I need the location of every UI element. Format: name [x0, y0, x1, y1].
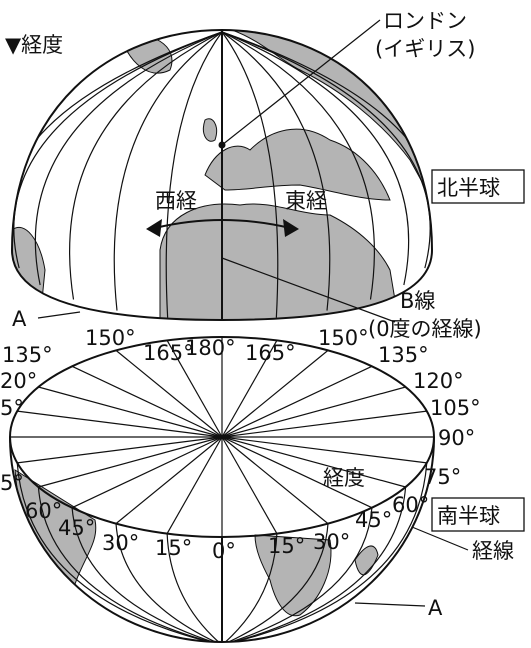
- meridian: [221, 533, 278, 642]
- meridian: [115, 523, 223, 642]
- london-label: ロンドン: [383, 9, 467, 33]
- degree-label: 150°: [318, 326, 369, 350]
- disc-radius: [71, 436, 223, 509]
- disc-radius: [221, 340, 278, 438]
- disc-radius: [115, 349, 223, 438]
- england-label: (イギリス): [375, 37, 475, 61]
- degree-label: 135°: [378, 343, 429, 367]
- meridian: [221, 31, 432, 251]
- b-note-label: (0度の経線): [368, 317, 482, 341]
- disc-radius: [115, 436, 223, 525]
- degree-label: 135°: [2, 343, 53, 367]
- dome-land: [12, 30, 432, 320]
- disc-radius: [221, 436, 278, 534]
- meridian: [12, 31, 223, 251]
- meridian: [221, 31, 375, 300]
- disc-radius: [221, 436, 406, 488]
- disc-radius: [17, 410, 223, 438]
- meridian: [13, 31, 223, 269]
- disc-radius: [38, 386, 223, 438]
- disc-radius: [221, 436, 329, 525]
- degree-label: 30°: [102, 531, 139, 555]
- degree-label: 5°: [0, 471, 24, 495]
- b-line-label: B線: [400, 289, 435, 313]
- a-top-label: A: [12, 307, 27, 331]
- meridian: [165, 31, 223, 318]
- degree-label: 165°: [245, 341, 296, 365]
- meridian: [221, 31, 410, 286]
- east-label: 東経: [285, 189, 327, 213]
- degree-label: 5°: [0, 396, 24, 420]
- meridian: [113, 31, 223, 311]
- disc-radius: [221, 436, 427, 464]
- meridian: [221, 462, 428, 642]
- meridian: [69, 31, 223, 300]
- arrow-heads: [146, 219, 299, 237]
- disc-radius: [221, 410, 427, 438]
- west-label: 西経: [155, 189, 197, 213]
- degree-label: 150°: [85, 326, 136, 350]
- degree-label: 45°: [355, 508, 392, 532]
- degree-label: 165°: [143, 341, 194, 365]
- degree-label: 90°: [438, 426, 475, 450]
- south-label: 南半球: [437, 504, 500, 528]
- arrow-shaft: [154, 219, 291, 229]
- degree-label: 30°: [313, 530, 350, 554]
- meridian: [221, 31, 331, 311]
- degree-label: 15°: [268, 534, 305, 558]
- degree-label: 105°: [430, 396, 481, 420]
- south-box: [431, 497, 525, 532]
- degree-label: 60°: [25, 499, 62, 523]
- meridian: [221, 31, 431, 269]
- disc-label: 経度: [323, 466, 365, 490]
- southern-hemisphere: [9, 336, 435, 643]
- disc-radius: [221, 349, 329, 438]
- disc-radius: [17, 436, 223, 464]
- dome-outline: [10, 28, 434, 322]
- meridian: [166, 533, 223, 642]
- meridian: [221, 523, 329, 642]
- meridian-label: 経線: [472, 539, 514, 563]
- disc-radius: [166, 436, 223, 534]
- disc-radius: [221, 386, 406, 438]
- degree-label: 120°: [413, 369, 464, 393]
- northern-hemisphere: [10, 28, 434, 322]
- degree-label: 15°: [155, 536, 192, 560]
- disc-radius: [221, 365, 373, 438]
- meridian: [221, 507, 373, 642]
- degree-label: 20°: [0, 369, 37, 393]
- a-bottom-label: A: [428, 596, 443, 620]
- meridian: [221, 31, 279, 318]
- degree-label: 45°: [58, 516, 95, 540]
- bowl-meridians: [16, 462, 428, 642]
- disc-radius: [221, 436, 373, 509]
- north-box: [431, 169, 525, 204]
- meridian: [221, 486, 407, 642]
- north-label: 北半球: [437, 176, 500, 200]
- degree-label: 75°: [424, 465, 461, 489]
- disc-radii: [10, 337, 434, 537]
- disc-radius: [71, 365, 223, 438]
- meridian: [71, 507, 223, 642]
- disc-radius: [38, 436, 223, 488]
- meridian: [16, 462, 223, 642]
- degree-label: 60°: [392, 493, 429, 517]
- leader-lines: [37, 19, 469, 607]
- disc-radius: [166, 340, 223, 438]
- degree-labels: 150°165°180° 165°150°135° 135°20° 120°5° 105…: [0, 326, 481, 563]
- meridian: [34, 31, 223, 286]
- degree-label: 180°: [185, 336, 236, 360]
- longitude-marker: ▼経度: [5, 33, 63, 57]
- degree-label: 0°: [212, 539, 236, 563]
- meridian: [37, 486, 223, 642]
